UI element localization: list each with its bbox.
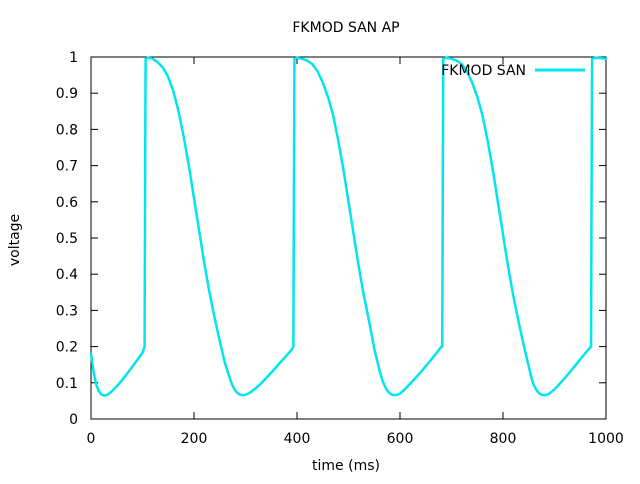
x-axis-title: time (ms) <box>312 458 380 474</box>
y-tick-label: 0.8 <box>56 122 78 138</box>
x-tick-label: 600 <box>387 431 414 447</box>
y-tick-label: 0.3 <box>56 303 78 319</box>
y-tick-label: 0.4 <box>56 267 78 283</box>
series-layer <box>89 56 608 397</box>
legend-label: FKMOD SAN <box>441 63 526 79</box>
chart-title: FKMOD SAN AP <box>292 20 399 36</box>
x-tick-label: 400 <box>284 431 311 447</box>
y-tick-label: 0.9 <box>56 86 78 102</box>
series-line-0 <box>89 56 608 397</box>
y-tick-label: 1 <box>69 50 78 66</box>
x-tick-label: 200 <box>181 431 208 447</box>
y-axis-title: voltage <box>7 214 23 266</box>
x-tick-label: 1000 <box>588 431 624 447</box>
x-tick-label: 0 <box>87 431 96 447</box>
y-axis-ticks: 0 0.1 0.2 0.3 0.4 0.5 0.6 0.7 0.8 0.9 1 <box>56 50 606 428</box>
x-axis-ticks: 0 200 400 600 800 1000 <box>87 57 624 447</box>
y-tick-label: 0.5 <box>56 231 78 247</box>
x-tick-label: 800 <box>490 431 517 447</box>
y-tick-label: 0.1 <box>56 376 78 392</box>
y-tick-label: 0.6 <box>56 195 78 211</box>
y-tick-label: 0.2 <box>56 340 78 356</box>
legend: FKMOD SAN <box>441 63 585 79</box>
y-tick-label: 0.7 <box>56 159 78 175</box>
y-tick-label: 0 <box>69 412 78 428</box>
